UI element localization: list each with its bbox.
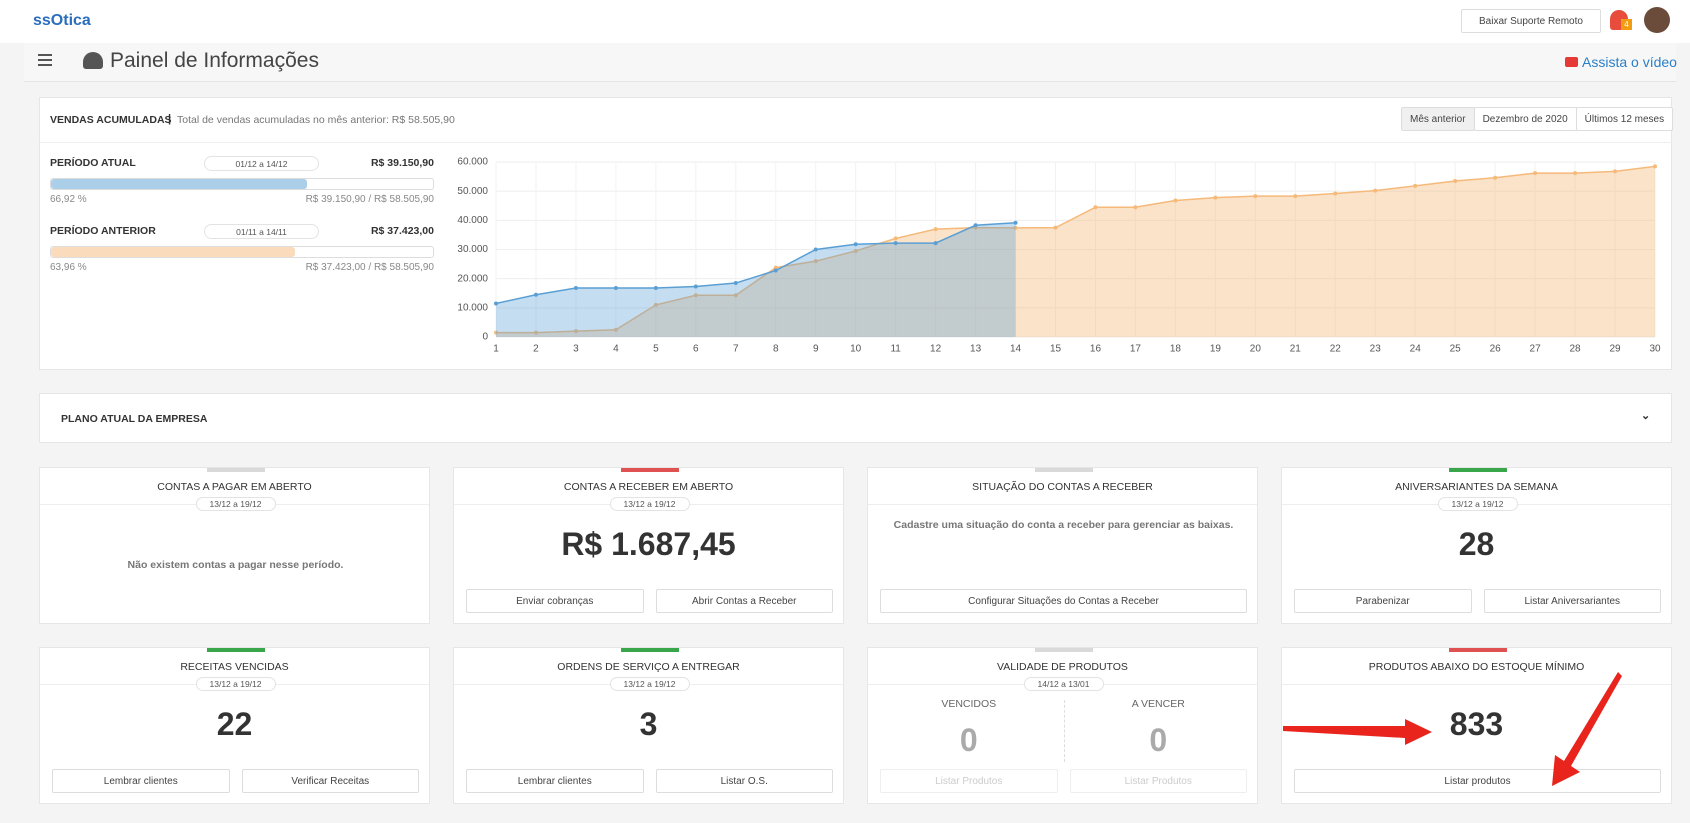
card: ORDENS DE SERVIÇO A ENTREGAR 13/12 a 19/1… — [453, 647, 844, 804]
card-accent — [1448, 648, 1507, 652]
date-pill: 13/12 a 19/12 — [609, 677, 690, 691]
filter-button[interactable]: Dezembro de 2020 — [1473, 107, 1577, 131]
split-divider — [1063, 700, 1065, 762]
card-button[interactable]: Listar Produtos — [880, 769, 1058, 793]
plan-title: PLANO ATUAL DA EMPRESA — [61, 413, 208, 425]
date-pill: 13/12 a 19/12 — [195, 677, 276, 691]
card-message: Não existem contas a pagar nesse período… — [127, 559, 344, 571]
card: VALIDADE DE PRODUTOS 14/12 a 13/01 VENCIDO… — [867, 647, 1258, 804]
card-accent — [206, 648, 265, 652]
card-value: 22 — [216, 706, 253, 742]
split-label: A VENCER — [1131, 698, 1185, 710]
card: PRODUTOS ABAIXO DO ESTOQUE MÍNIMO 833 List… — [1281, 647, 1672, 804]
card-title: ORDENS DE SERVIÇO A ENTREGAR — [557, 661, 740, 673]
card-title: ANIVERSARIANTES DA SEMANA — [1395, 481, 1558, 493]
card-accent — [620, 648, 679, 652]
card-accent — [1448, 468, 1507, 472]
ratio-label: R$ 39.150,90 / R$ 58.505,90 — [305, 194, 434, 205]
percent-label: 63,96 % — [50, 262, 87, 273]
card: CONTAS A PAGAR EM ABERTO 13/12 a 19/12 Não… — [39, 467, 430, 624]
card-message: Cadastre uma situação do conta a receber… — [893, 519, 1234, 531]
filter-group: Mês anterior Dezembro de 2020 Últimos 12 m… — [1401, 107, 1674, 131]
period-total: R$ 37.423,00 — [370, 225, 434, 237]
card-value: 28 — [1458, 526, 1495, 562]
page-title: Painel de Informações — [110, 49, 319, 72]
date-pill: 14/12 a 13/01 — [1023, 677, 1104, 691]
card-button[interactable]: Lembrar clientes — [466, 769, 644, 793]
card-value: 3 — [639, 706, 658, 742]
card-button[interactable]: Abrir Contas a Receber — [655, 589, 833, 613]
sales-title: VENDAS ACUMULADAS — [50, 114, 172, 126]
progress-track — [50, 246, 434, 258]
card-title: SITUAÇÃO DO CONTAS A RECEBER — [972, 481, 1153, 493]
card-button[interactable]: Listar Aniversariantes — [1483, 589, 1661, 613]
period-label: PERÍODO ATUAL — [50, 157, 136, 169]
card-button[interactable]: Listar Produtos — [1069, 769, 1247, 793]
card-button[interactable]: Enviar cobranças — [466, 589, 644, 613]
plan-panel[interactable] — [39, 393, 1672, 443]
separator: | — [168, 113, 172, 125]
progress-fill — [51, 179, 307, 189]
card: RECEITAS VENCIDAS 13/12 a 19/12 22 Lembrar … — [39, 647, 430, 804]
page-header — [24, 43, 1676, 82]
date-pill: 01/12 a 14/12 — [204, 156, 319, 171]
card: ANIVERSARIANTES DA SEMANA 13/12 a 19/12 28… — [1281, 467, 1672, 624]
menu-icon[interactable] — [38, 54, 52, 66]
period-label: PERÍODO ANTERIOR — [50, 225, 156, 237]
percent-label: 66,92 % — [50, 194, 87, 205]
remote-support-button[interactable]: Baixar Suporte Remoto — [1461, 9, 1601, 33]
card-title: CONTAS A RECEBER EM ABERTO — [563, 481, 734, 493]
divider — [39, 142, 1672, 143]
chevron[interactable]: ⌄ — [1641, 410, 1651, 422]
card: CONTAS A RECEBER EM ABERTO 13/12 a 19/12 R… — [453, 467, 844, 624]
dashboard-icon — [83, 52, 103, 69]
split-value: 0 — [1149, 722, 1168, 758]
top-bar — [0, 0, 1690, 43]
divider — [868, 504, 1257, 505]
card-accent — [1034, 648, 1093, 652]
date-pill: 13/12 a 19/12 — [195, 497, 276, 511]
card-value: 833 — [1449, 706, 1504, 742]
card-title: PRODUTOS ABAIXO DO ESTOQUE MÍNIMO — [1368, 661, 1585, 673]
ratio-label: R$ 37.423,00 / R$ 58.505,90 — [305, 262, 434, 273]
video-icon — [1565, 57, 1578, 67]
divider — [1282, 684, 1671, 685]
date-pill: 13/12 a 19/12 — [609, 497, 690, 511]
period-total: R$ 39.150,90 — [370, 157, 434, 169]
split-value: 0 — [959, 722, 978, 758]
card-value: R$ 1.687,45 — [561, 526, 736, 562]
progress-fill — [51, 247, 296, 257]
card: SITUAÇÃO DO CONTAS A RECEBER Cadastre uma… — [867, 467, 1258, 624]
card-button[interactable]: Listar O.S. — [655, 769, 833, 793]
card-title: VALIDADE DE PRODUTOS — [997, 661, 1128, 673]
card-button[interactable]: Parabenizar — [1294, 589, 1472, 613]
card-title: CONTAS A PAGAR EM ABERTO — [157, 481, 312, 493]
card-accent — [1034, 468, 1093, 472]
split-label: VENCIDOS — [941, 698, 997, 710]
date-pill: 01/11 a 14/11 — [204, 224, 319, 239]
video-link[interactable]: Assista o vídeo — [1582, 54, 1677, 70]
logo[interactable]: ssOtica — [33, 12, 91, 29]
notification-badge: 4 — [1621, 19, 1632, 30]
filter-button[interactable]: Mês anterior — [1401, 107, 1475, 131]
card-title: RECEITAS VENCIDAS — [180, 661, 289, 673]
card-button[interactable]: Lembrar clientes — [52, 769, 230, 793]
progress-track — [50, 178, 434, 190]
card-accent — [620, 468, 679, 472]
date-pill: 13/12 a 19/12 — [1437, 497, 1518, 511]
card-accent — [206, 468, 265, 472]
card-button[interactable]: Listar produtos — [1294, 769, 1661, 793]
sales-subtitle: Total de vendas acumuladas no mês anteri… — [177, 114, 455, 126]
avatar[interactable] — [1644, 7, 1670, 33]
filter-button[interactable]: Últimos 12 meses — [1575, 107, 1674, 131]
card-button[interactable]: Configurar Situações do Contas a Receber — [880, 589, 1247, 613]
card-button[interactable]: Verificar Receitas — [241, 769, 419, 793]
